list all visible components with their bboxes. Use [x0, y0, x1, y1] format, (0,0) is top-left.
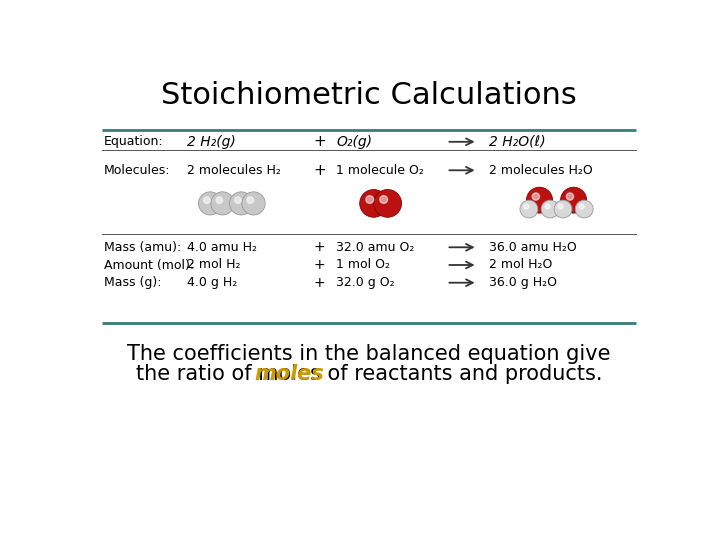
Circle shape: [242, 192, 265, 215]
Text: 36.0 g H₂O: 36.0 g H₂O: [489, 276, 557, 289]
Circle shape: [199, 192, 222, 215]
Circle shape: [524, 204, 529, 209]
Text: Equation:: Equation:: [104, 136, 163, 148]
Circle shape: [374, 190, 402, 217]
Text: 2 molecules H₂O: 2 molecules H₂O: [489, 164, 593, 177]
Circle shape: [366, 195, 374, 204]
Text: 32.0 amu O₂: 32.0 amu O₂: [336, 241, 415, 254]
Text: 36.0 amu H₂O: 36.0 amu H₂O: [489, 241, 577, 254]
Text: Molecules:: Molecules:: [104, 164, 171, 177]
Text: Mass (amu):: Mass (amu):: [104, 241, 181, 254]
Text: 2 molecules H₂: 2 molecules H₂: [187, 164, 281, 177]
Circle shape: [541, 200, 559, 218]
Circle shape: [235, 197, 241, 204]
Text: The coefficients in the balanced equation give: The coefficients in the balanced equatio…: [127, 343, 611, 363]
Text: +: +: [313, 163, 326, 178]
Circle shape: [211, 192, 234, 215]
Circle shape: [532, 193, 539, 200]
Text: 4.0 g H₂: 4.0 g H₂: [187, 276, 237, 289]
Circle shape: [554, 200, 572, 218]
Circle shape: [545, 204, 550, 209]
Circle shape: [379, 195, 387, 204]
Text: +: +: [313, 276, 325, 289]
Text: Stoichiometric Calculations: Stoichiometric Calculations: [161, 81, 577, 110]
Text: the ratio of: the ratio of: [90, 364, 212, 384]
Text: the ratio of moles of reactants and products.: the ratio of moles of reactants and prod…: [136, 364, 602, 384]
Text: 2 H₂(g): 2 H₂(g): [187, 135, 235, 149]
Circle shape: [558, 204, 563, 209]
Text: +: +: [313, 258, 325, 272]
Text: 4.0 amu H₂: 4.0 amu H₂: [187, 241, 257, 254]
Text: 2 mol H₂: 2 mol H₂: [187, 259, 240, 272]
Text: +: +: [313, 240, 325, 254]
Text: 32.0 g O₂: 32.0 g O₂: [336, 276, 395, 289]
Circle shape: [567, 193, 574, 200]
Text: Amount (mol):: Amount (mol):: [104, 259, 194, 272]
Circle shape: [579, 204, 584, 209]
Circle shape: [561, 187, 587, 213]
Text: moles: moles: [90, 364, 153, 384]
Circle shape: [204, 197, 210, 204]
Text: 1 mol O₂: 1 mol O₂: [336, 259, 390, 272]
Circle shape: [247, 197, 253, 204]
Text: O₂(g): O₂(g): [336, 135, 372, 149]
Circle shape: [520, 200, 538, 218]
Circle shape: [575, 200, 593, 218]
Text: +: +: [313, 134, 326, 149]
Circle shape: [216, 197, 222, 204]
Text: the ratio of moles of reactants and products.: the ratio of moles of reactants and prod…: [136, 364, 602, 384]
Text: 2 H₂O(ℓ): 2 H₂O(ℓ): [489, 135, 546, 149]
Text: 2 mol H₂O: 2 mol H₂O: [489, 259, 552, 272]
Text: Mass (g):: Mass (g):: [104, 276, 161, 289]
Circle shape: [360, 190, 387, 217]
Text: moles: moles: [254, 364, 324, 384]
Text: 1 molecule O₂: 1 molecule O₂: [336, 164, 424, 177]
Circle shape: [230, 192, 253, 215]
Circle shape: [526, 187, 552, 213]
